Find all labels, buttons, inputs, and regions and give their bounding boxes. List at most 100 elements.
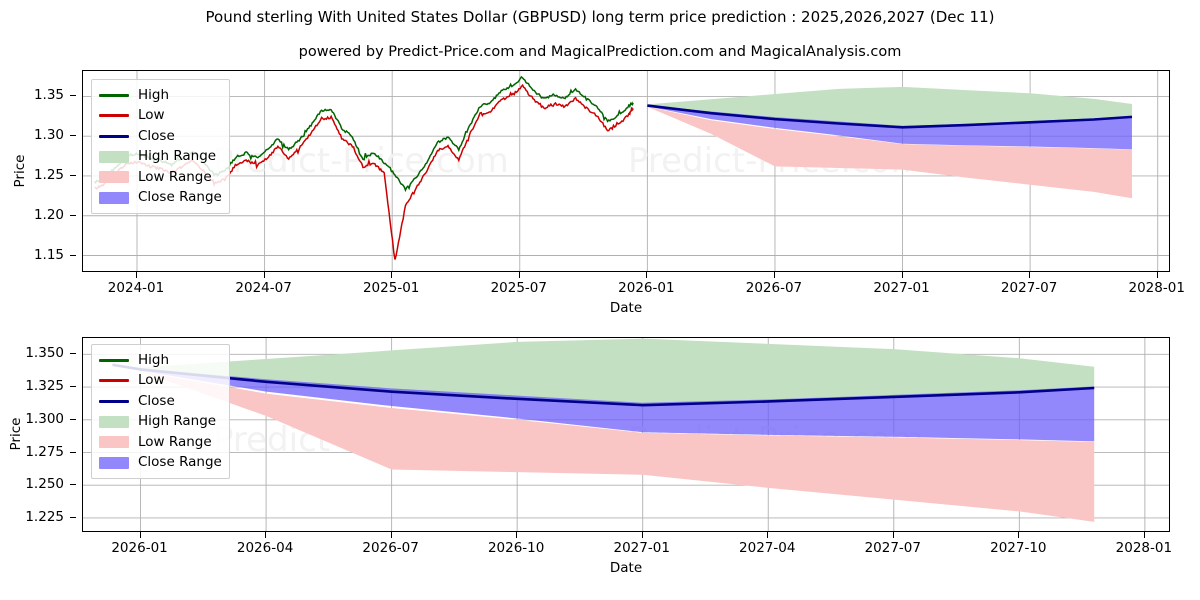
legend-swatch-high-icon	[99, 354, 129, 366]
legend-swatch-high-range-icon	[99, 415, 129, 428]
x-tick-label: 2024-01	[107, 280, 165, 296]
x-tick-label: 2026-01	[618, 280, 675, 296]
x-tick-mark	[391, 272, 393, 278]
y-axis-ticks-bottom: 1.225 1.250 1.275 1.300 1.325 1.350	[0, 337, 76, 532]
x-tick-label: 2025-07	[490, 280, 547, 296]
legend-item-low[interactable]: Low	[99, 371, 220, 392]
x-tick-mark	[646, 272, 648, 278]
y-tick-mark	[70, 418, 76, 420]
y-axis-label-top: Price	[12, 154, 28, 188]
y-tick-mark	[70, 254, 76, 256]
legend-swatch-low-range-icon	[99, 171, 129, 184]
y-tick-label: 1.15	[33, 246, 64, 263]
legend-item-close-range[interactable]: Close Range	[99, 188, 222, 209]
legend-item-low-range[interactable]: Low Range	[99, 167, 220, 188]
x-tick-label: 2027-10	[990, 540, 1047, 556]
x-axis-ticks-bottom: 2026-01 2026-04 2026-07 2026-10 2027-01 2027-…	[82, 532, 1173, 556]
x-tick-mark	[767, 532, 769, 538]
y-tick-label: 1.250	[25, 476, 64, 493]
x-tick-label: 2024-07	[235, 280, 292, 296]
legend-label: Low Range	[138, 433, 212, 450]
x-tick-label: 2028-01	[1115, 540, 1173, 556]
y-tick-mark	[70, 484, 76, 486]
x-tick-label: 2026-01	[111, 540, 168, 556]
legend-label: Low Range	[138, 168, 212, 185]
y-tick-label: 1.275	[25, 443, 64, 460]
legend-label: High	[138, 86, 170, 103]
x-axis-label-bottom: Date	[609, 560, 643, 576]
legend-label: Close	[138, 392, 175, 409]
x-tick-label: 2027-04	[739, 540, 796, 556]
y-tick-mark	[70, 516, 76, 518]
legend-swatch-close-range-icon	[99, 191, 129, 204]
legend-label: High Range	[138, 148, 217, 164]
legend-item-low[interactable]: Low	[99, 106, 220, 127]
y-tick-mark	[70, 174, 76, 176]
y-tick-label: 1.25	[33, 166, 64, 183]
x-tick-label: 2026-07	[745, 280, 803, 296]
y-tick-mark	[70, 386, 76, 388]
y-tick-label: 1.350	[25, 345, 64, 362]
x-tick-mark	[516, 532, 518, 538]
y-axis-label-bottom: Price	[8, 417, 24, 451]
x-tick-mark	[1029, 272, 1031, 278]
x-tick-mark	[139, 532, 141, 538]
legend-swatch-close-range-icon	[99, 456, 129, 469]
x-tick-mark	[641, 532, 643, 538]
y-tick-label: 1.35	[33, 87, 64, 104]
x-tick-mark	[773, 272, 775, 278]
legend-item-high-range[interactable]: High Range	[99, 412, 220, 433]
x-tick-label: 2028-01	[1128, 280, 1185, 296]
legend-swatch-low-range-icon	[99, 436, 129, 449]
x-tick-mark	[518, 272, 520, 278]
legend-item-close[interactable]: Close	[99, 391, 220, 412]
x-tick-mark	[892, 532, 894, 538]
y-tick-label: 1.225	[25, 508, 64, 525]
legend-top: High Low Close High Range Low Range Close Ran…	[91, 79, 230, 214]
x-tick-mark	[901, 272, 903, 278]
legend-item-close[interactable]: Close	[99, 126, 220, 147]
legend-swatch-high-icon	[99, 89, 129, 101]
x-tick-label: 2027-07	[864, 540, 921, 556]
x-tick-mark	[136, 272, 137, 278]
y-tick-label: 1.30	[33, 127, 64, 144]
x-tick-mark	[263, 272, 265, 278]
x-tick-mark	[390, 532, 392, 538]
legend-item-high[interactable]: High	[99, 350, 220, 371]
y-axis-ticks-top: 1.15 1.20 1.25 1.30 1.35	[0, 70, 76, 272]
legend-item-high-range[interactable]: High Range	[99, 147, 220, 168]
y-tick-label: 1.325	[25, 378, 64, 395]
x-tick-label: 2027-01	[873, 280, 930, 296]
x-tick-label: 2027-07	[1000, 280, 1058, 296]
legend-swatch-close-icon	[99, 130, 129, 142]
legend-label: Low	[138, 107, 165, 123]
x-tick-mark	[1156, 272, 1158, 278]
legend-item-high[interactable]: High	[99, 85, 220, 106]
legend-swatch-low-icon	[99, 375, 129, 387]
y-tick-mark	[70, 95, 76, 97]
y-tick-label: 1.20	[33, 206, 64, 223]
legend-item-low-range[interactable]: Low Range	[99, 432, 220, 453]
legend-swatch-low-icon	[99, 110, 129, 122]
y-tick-label: 1.300	[25, 410, 64, 427]
legend-swatch-close-icon	[99, 395, 129, 407]
legend-item-close-range[interactable]: Close Range	[99, 453, 222, 474]
legend-label: Close Range	[138, 189, 222, 205]
y-tick-mark	[70, 214, 76, 216]
y-tick-mark	[70, 353, 76, 355]
legend-label: High	[138, 351, 170, 368]
y-tick-mark	[70, 451, 76, 453]
figure-subtitle: powered by Predict-Price.com and Magical…	[298, 44, 902, 60]
x-axis-ticks-top: 2024-01 2024-07 2025-01 2025-07 2026-01 2026-…	[82, 272, 1185, 296]
legend-label: High Range	[138, 413, 217, 429]
figure-title: Pound sterling With United States Dollar…	[205, 8, 995, 26]
x-tick-label: 2027-01	[613, 540, 670, 556]
legend-label: Close Range	[138, 454, 222, 470]
y-tick-mark	[70, 135, 76, 137]
